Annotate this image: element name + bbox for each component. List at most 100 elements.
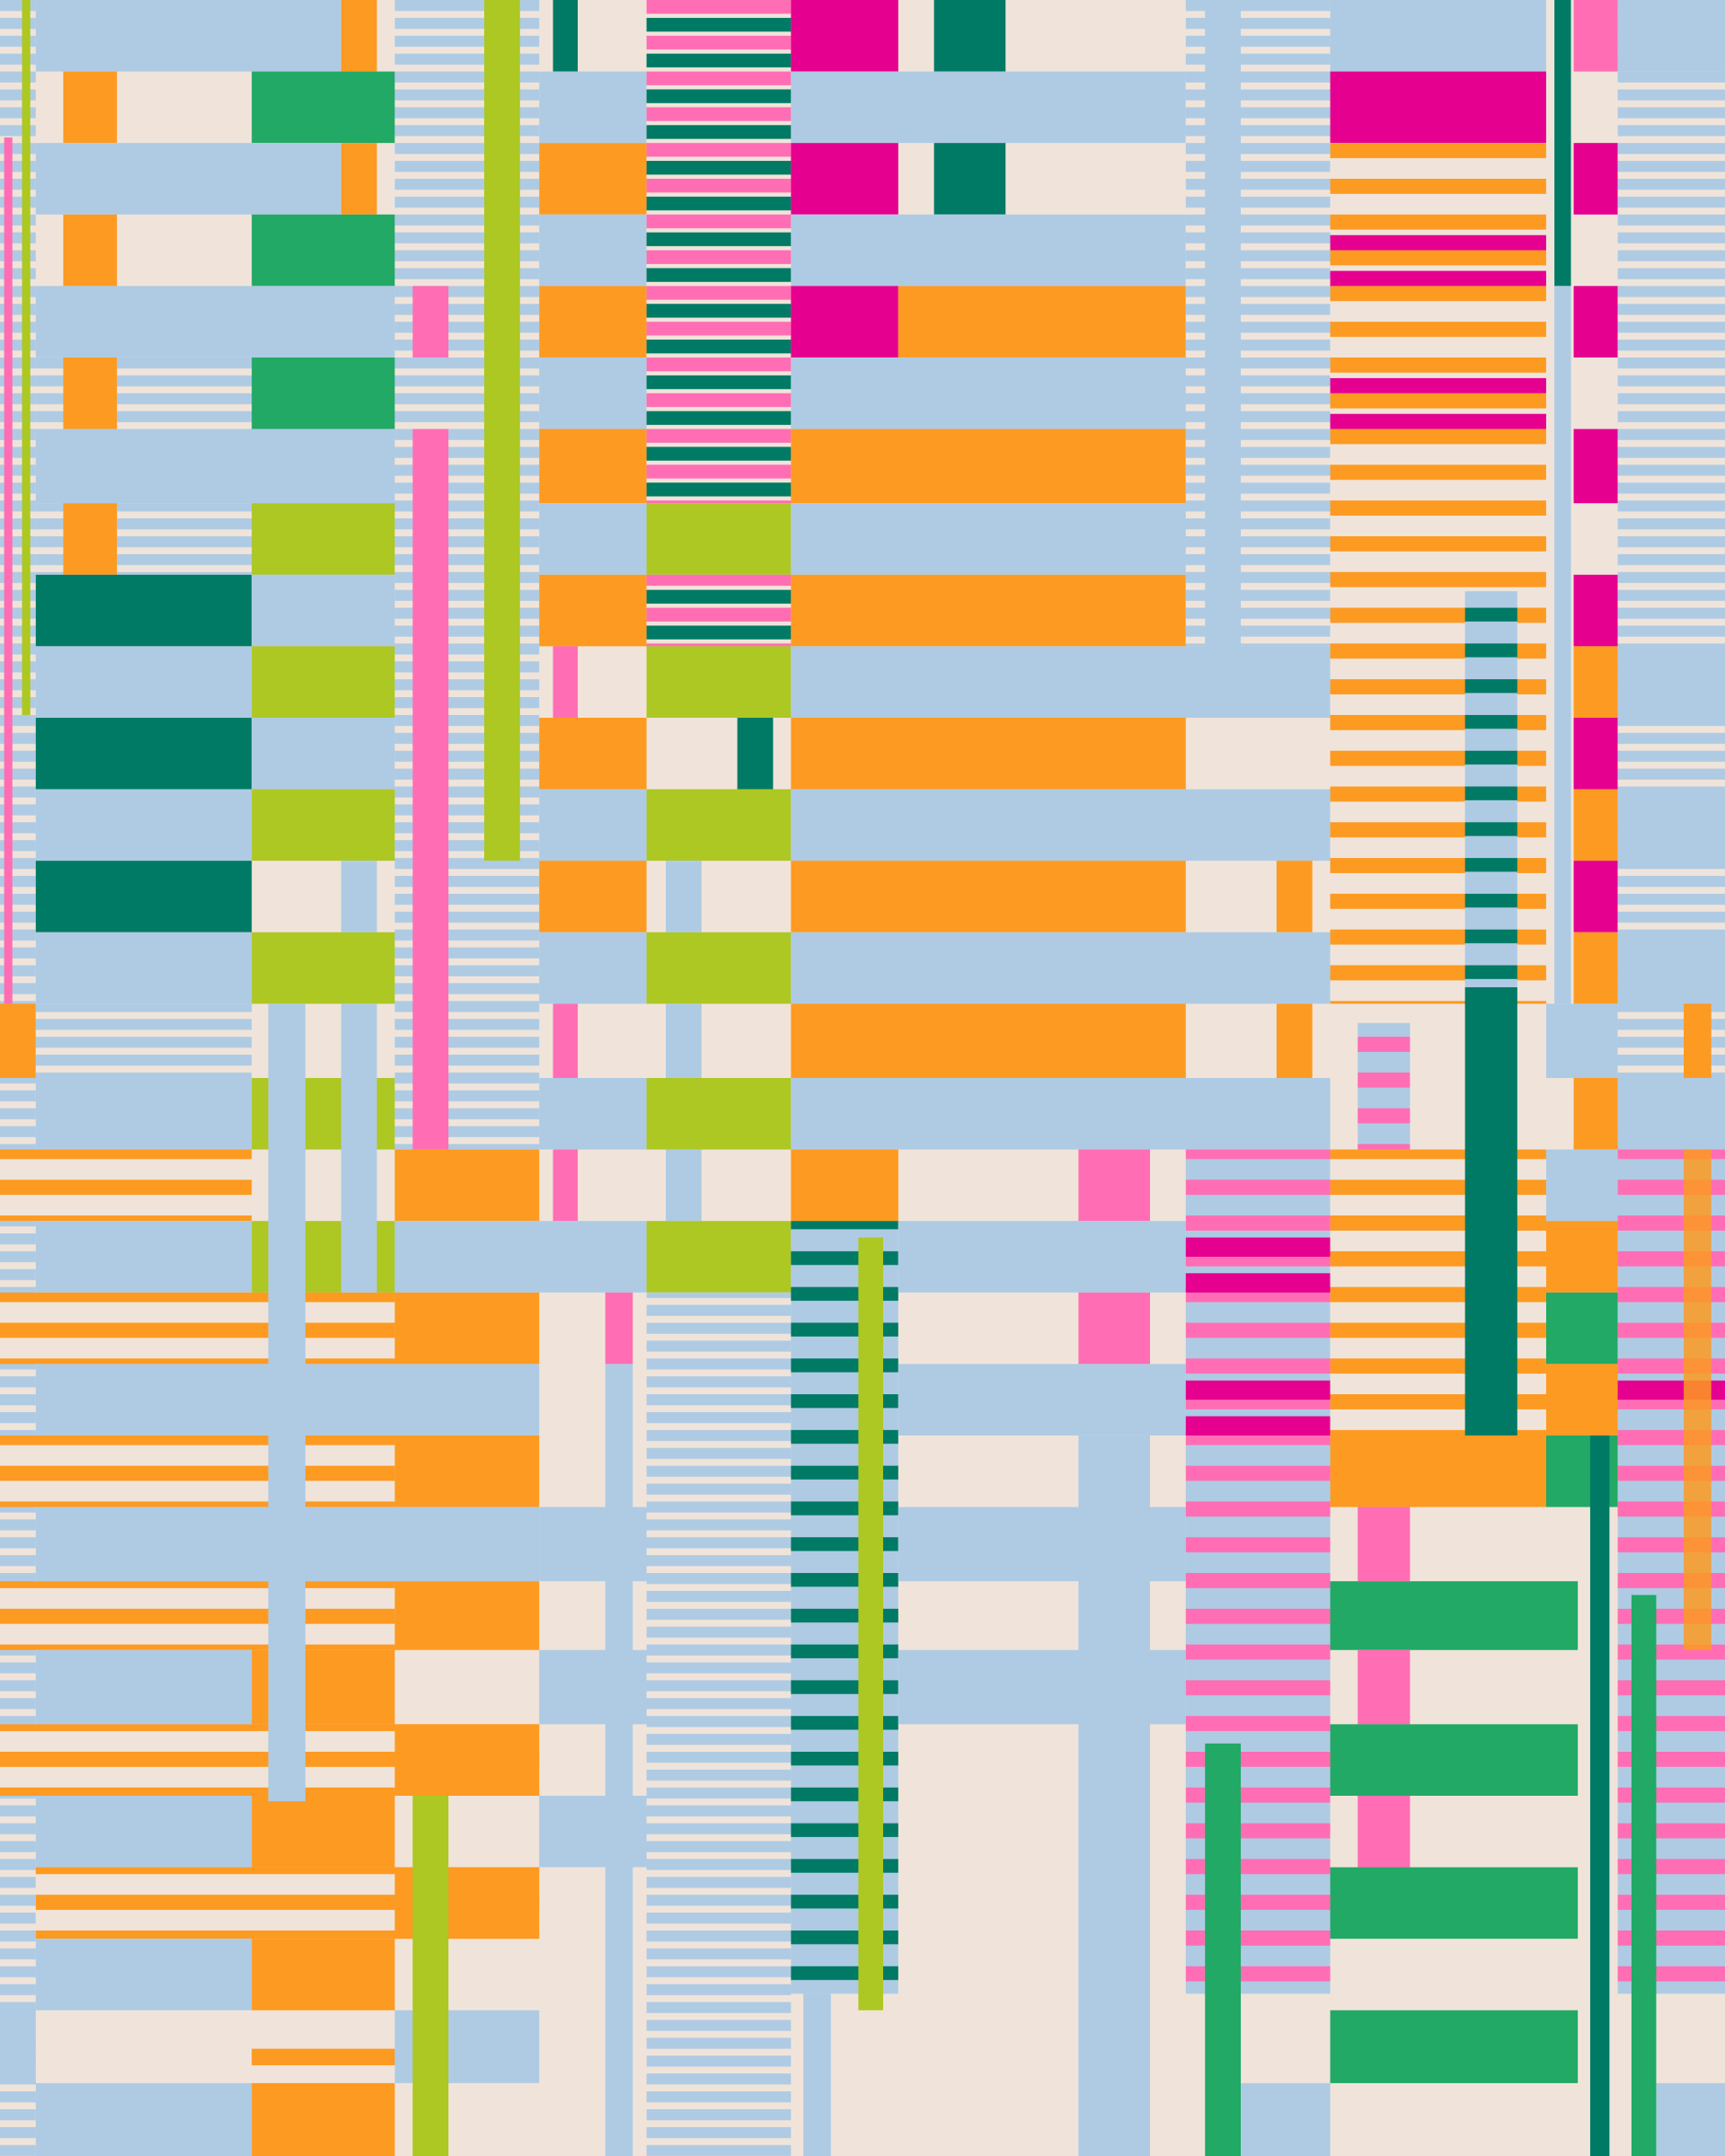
blue-bar: [666, 861, 702, 932]
blue-block: [35, 932, 252, 1004]
lime-block: [646, 503, 792, 575]
pink-block: [1358, 1649, 1411, 1725]
orange-block: [1573, 646, 1618, 718]
stripe-band: [0, 1435, 395, 1507]
lime-block: [252, 789, 395, 862]
lime-bar: [22, 0, 31, 715]
orange-block: [394, 1435, 540, 1507]
blue-bar: [666, 1149, 702, 1222]
blue-block: [35, 789, 252, 862]
blue-block: [35, 286, 395, 358]
blue-block: [898, 1364, 1186, 1436]
blue-block: [394, 1221, 647, 1293]
magenta-block: [1573, 143, 1618, 215]
lime-bar: [483, 0, 520, 862]
teal-block: [737, 717, 774, 790]
blue-block: [791, 646, 1331, 718]
green-block: [1330, 2010, 1579, 2083]
teal-bar: [1464, 986, 1517, 1436]
magenta-stripe: [1185, 1380, 1331, 1401]
orange-block: [791, 1003, 1186, 1078]
green-block: [1330, 1724, 1579, 1796]
magenta-block: [1573, 429, 1618, 504]
magenta-stripe: [1185, 1237, 1331, 1257]
orange-block: [898, 286, 1186, 358]
pink-block: [412, 286, 449, 358]
orange-block: [252, 2082, 395, 2156]
orange-block: [341, 0, 377, 72]
orange-block: [63, 357, 118, 429]
magenta-block: [1330, 71, 1546, 144]
magenta-block: [791, 0, 898, 72]
stripe-band: [0, 1581, 395, 1650]
green-block: [252, 71, 395, 144]
lime-block: [646, 1221, 792, 1293]
blue-block: [539, 503, 647, 575]
blue-block: [1545, 1149, 1618, 1222]
stripe-band: [1464, 591, 1517, 1004]
magenta-stripe: [1185, 1273, 1331, 1293]
lime-bar: [858, 1237, 883, 2010]
stripe-band: [1358, 1022, 1411, 1150]
blue-block: [791, 789, 1331, 862]
blue-block: [791, 71, 1186, 144]
blue-block: [539, 789, 647, 862]
pink-block: [605, 1292, 633, 1365]
orange-block: [539, 717, 647, 790]
lime-block: [646, 1078, 792, 1150]
blue-block: [35, 143, 341, 215]
blue-block: [1617, 646, 1725, 718]
orange-block: [252, 1795, 395, 1868]
blue-block: [35, 1939, 252, 2010]
orange-block: [791, 574, 1186, 647]
blue-block: [791, 214, 1186, 287]
magenta-stripe: [1330, 234, 1546, 251]
pink-block: [1358, 1795, 1411, 1868]
blue-block: [539, 1078, 647, 1150]
pink-block: [1573, 0, 1618, 72]
magenta-stripe: [1330, 413, 1546, 429]
pink-bar: [412, 429, 449, 1150]
blue-bar: [803, 1993, 831, 2156]
orange-block: [539, 143, 647, 215]
teal-block: [553, 0, 579, 72]
orange-block: [791, 717, 1186, 790]
blue-block: [898, 1221, 1186, 1293]
blue-block: [35, 0, 341, 72]
lime-block: [252, 646, 395, 718]
orange-block: [539, 286, 647, 358]
pink-block: [1358, 1507, 1411, 1582]
magenta-block: [1573, 286, 1618, 358]
blue-block: [1617, 1078, 1725, 1150]
teal-bar: [1589, 1435, 1610, 2156]
blue-bar: [341, 861, 377, 932]
magenta-stripe: [1330, 270, 1546, 287]
orange-block: [1573, 1078, 1618, 1150]
orange-block: [394, 1149, 540, 1222]
lime-block: [646, 932, 792, 1004]
blue-bar: [1205, 0, 1242, 647]
pink-bar: [4, 137, 13, 1004]
blue-bar: [666, 1003, 702, 1078]
orange-block: [1276, 861, 1313, 932]
orange-block: [791, 429, 1186, 504]
orange-block: [0, 1003, 36, 1078]
blue-block: [35, 1649, 252, 1725]
blue-block: [1617, 789, 1725, 862]
teal-block: [35, 574, 252, 647]
orange-block: [1545, 1364, 1618, 1436]
orange-block: [63, 71, 118, 144]
orange-block: [394, 1292, 540, 1365]
blue-block: [1545, 1003, 1618, 1078]
pink-block: [553, 1149, 579, 1222]
blue-block: [35, 646, 252, 718]
blue-block: [35, 1221, 252, 1293]
orange-block: [394, 1581, 540, 1650]
stripe-band: [646, 0, 792, 504]
magenta-block: [1573, 574, 1618, 647]
green-block: [1545, 1292, 1618, 1365]
magenta-stripe: [1330, 377, 1546, 393]
blue-block: [35, 2082, 252, 2156]
